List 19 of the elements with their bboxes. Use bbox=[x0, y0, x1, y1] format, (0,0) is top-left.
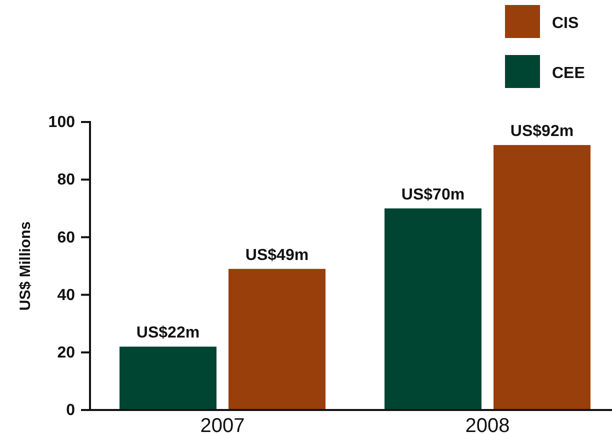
y-tick-label: 20 bbox=[57, 344, 76, 362]
legend-label: CEE bbox=[552, 65, 586, 82]
bar bbox=[384, 208, 482, 410]
data-label: US$92m bbox=[510, 123, 574, 140]
data-label: US$70m bbox=[401, 186, 465, 204]
bar bbox=[228, 268, 326, 410]
y-tick-label: 60 bbox=[57, 229, 76, 246]
data-label: US$49m bbox=[245, 246, 309, 264]
legend-label: CIS bbox=[552, 15, 579, 32]
y-tick-label: 100 bbox=[48, 114, 76, 132]
x-tick-label: 2008 bbox=[465, 415, 510, 434]
bar bbox=[494, 145, 590, 410]
x-tick-label: 2007 bbox=[200, 415, 245, 434]
y-axis-title: US$ Millions bbox=[17, 221, 34, 311]
y-tick-label: 40 bbox=[57, 286, 76, 304]
data-label: US$22m bbox=[136, 324, 200, 342]
y-tick-label: 80 bbox=[57, 172, 76, 189]
y-tick-label: 0 bbox=[66, 402, 76, 420]
bar bbox=[120, 346, 216, 410]
